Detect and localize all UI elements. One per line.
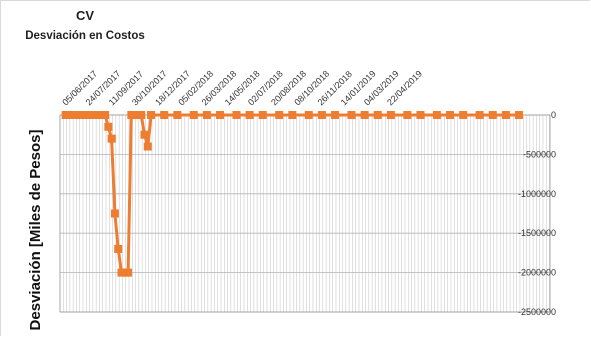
data-point-marker	[114, 244, 123, 253]
data-point-marker	[347, 111, 356, 119]
data-point-marker	[137, 111, 146, 119]
data-point-marker	[104, 122, 113, 131]
data-point-marker	[189, 111, 198, 119]
data-point-marker	[386, 111, 395, 119]
data-point-marker	[403, 111, 412, 119]
data-point-marker	[61, 111, 70, 119]
data-point-marker	[475, 111, 484, 119]
data-point-marker	[373, 111, 382, 119]
y-tick-label: -500000	[523, 149, 556, 159]
data-point-marker	[143, 142, 152, 151]
x-tick-labels: 05/06/201724/07/201711/09/201730/10/2017…	[60, 68, 424, 107]
data-point-marker	[160, 111, 169, 119]
y-axis-label: Desviación [Miles de Pesos]	[27, 130, 44, 331]
data-point-marker	[488, 111, 497, 119]
data-point-marker	[275, 111, 284, 119]
data-point-marker	[446, 111, 455, 119]
data-point-marker	[245, 111, 254, 119]
data-point-marker	[416, 111, 425, 119]
data-point-marker	[87, 111, 96, 119]
data-point-marker	[81, 111, 90, 119]
chart-title: CV	[76, 8, 94, 23]
data-point-marker	[94, 111, 103, 119]
data-point-marker	[216, 111, 225, 119]
data-point-marker	[288, 111, 297, 119]
data-point-marker	[258, 111, 267, 119]
series-layer	[61, 111, 524, 277]
data-point-marker	[432, 111, 441, 119]
gridlines	[59, 114, 551, 313]
data-point-marker	[317, 111, 326, 119]
data-point-marker	[173, 111, 182, 119]
data-point-marker	[459, 111, 468, 119]
data-point-marker	[68, 111, 77, 119]
data-point-marker	[515, 111, 524, 119]
data-point-marker	[124, 268, 133, 277]
y-tick-label: -2000000	[518, 268, 556, 278]
data-point-marker	[331, 111, 340, 119]
chart-subtitle: Desviación en Costos	[25, 30, 145, 42]
plot-area-border	[59, 114, 551, 313]
y-tick-label: -2500000	[518, 307, 556, 317]
y-tick-label: -1500000	[518, 228, 556, 238]
data-point-marker	[74, 111, 83, 119]
data-point-marker	[110, 209, 119, 218]
data-point-marker	[360, 111, 369, 119]
data-point-marker	[107, 134, 116, 143]
data-point-marker	[101, 111, 110, 119]
data-point-marker	[202, 111, 211, 119]
data-point-marker	[304, 111, 313, 119]
data-point-marker	[501, 111, 510, 119]
y-tick-label: 0	[551, 110, 556, 120]
data-point-marker	[232, 111, 241, 119]
y-tick-labels: 0 -500000 -1000000 -1500000 -2000000 -2500000	[518, 110, 556, 317]
y-tick-label: -1000000	[518, 189, 556, 199]
data-point-marker	[140, 130, 149, 139]
data-point-marker	[147, 111, 156, 119]
